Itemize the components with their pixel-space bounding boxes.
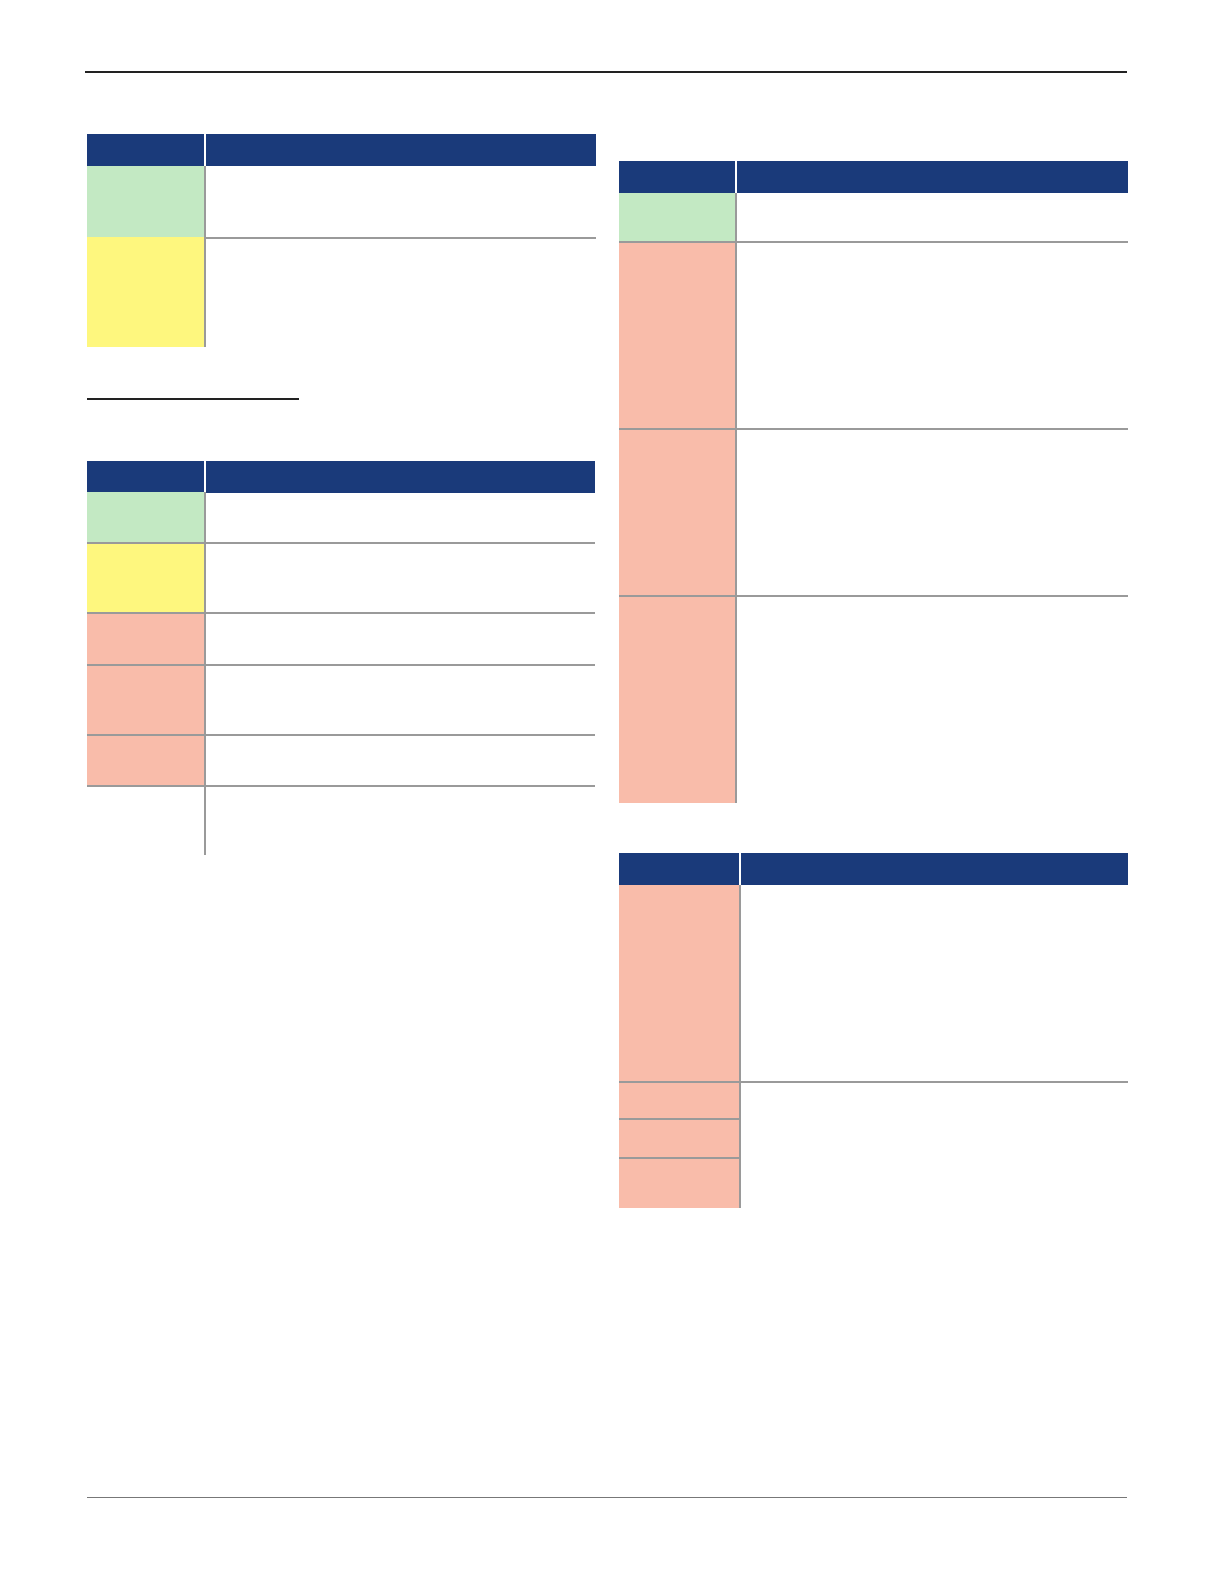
row-label-cell [619,1118,739,1157]
section-underline [87,398,299,400]
table-header [87,134,596,166]
row-divider [87,664,595,666]
row-label-cell [619,885,739,1081]
row-label-cell [619,193,735,241]
table-header [619,853,1128,885]
table-header [619,161,1128,193]
row-label-cell [87,237,204,347]
row-label-cell [87,785,204,855]
row-label-cell [87,612,204,664]
row-label-cell [87,734,204,785]
header-divider [204,461,206,493]
row-label-cell [87,542,204,612]
row-divider [619,1081,1128,1083]
header-divider [204,134,206,166]
header-rule [85,71,1127,73]
column-divider [204,492,206,855]
row-divider [619,1118,739,1120]
row-divider [619,241,1128,243]
row-divider [87,734,595,736]
row-label-cell [87,166,204,237]
header-divider [739,853,741,885]
row-divider [619,595,1128,597]
row-divider [619,428,1128,430]
row-label-cell [619,595,735,803]
row-label-cell [619,1081,739,1118]
footer-rule [87,1497,1127,1498]
row-label-cell [87,664,204,734]
row-divider [87,542,595,544]
row-label-cell [619,428,735,595]
header-divider [735,161,737,193]
row-label-cell [619,241,735,428]
row-divider [204,237,596,239]
table-header [87,461,595,493]
row-label-cell [619,1157,739,1208]
column-divider [739,885,741,1208]
column-divider [204,166,206,347]
row-divider [87,612,595,614]
row-divider [87,785,595,787]
column-divider [735,193,737,803]
row-divider [619,1157,739,1159]
row-label-cell [87,492,204,542]
